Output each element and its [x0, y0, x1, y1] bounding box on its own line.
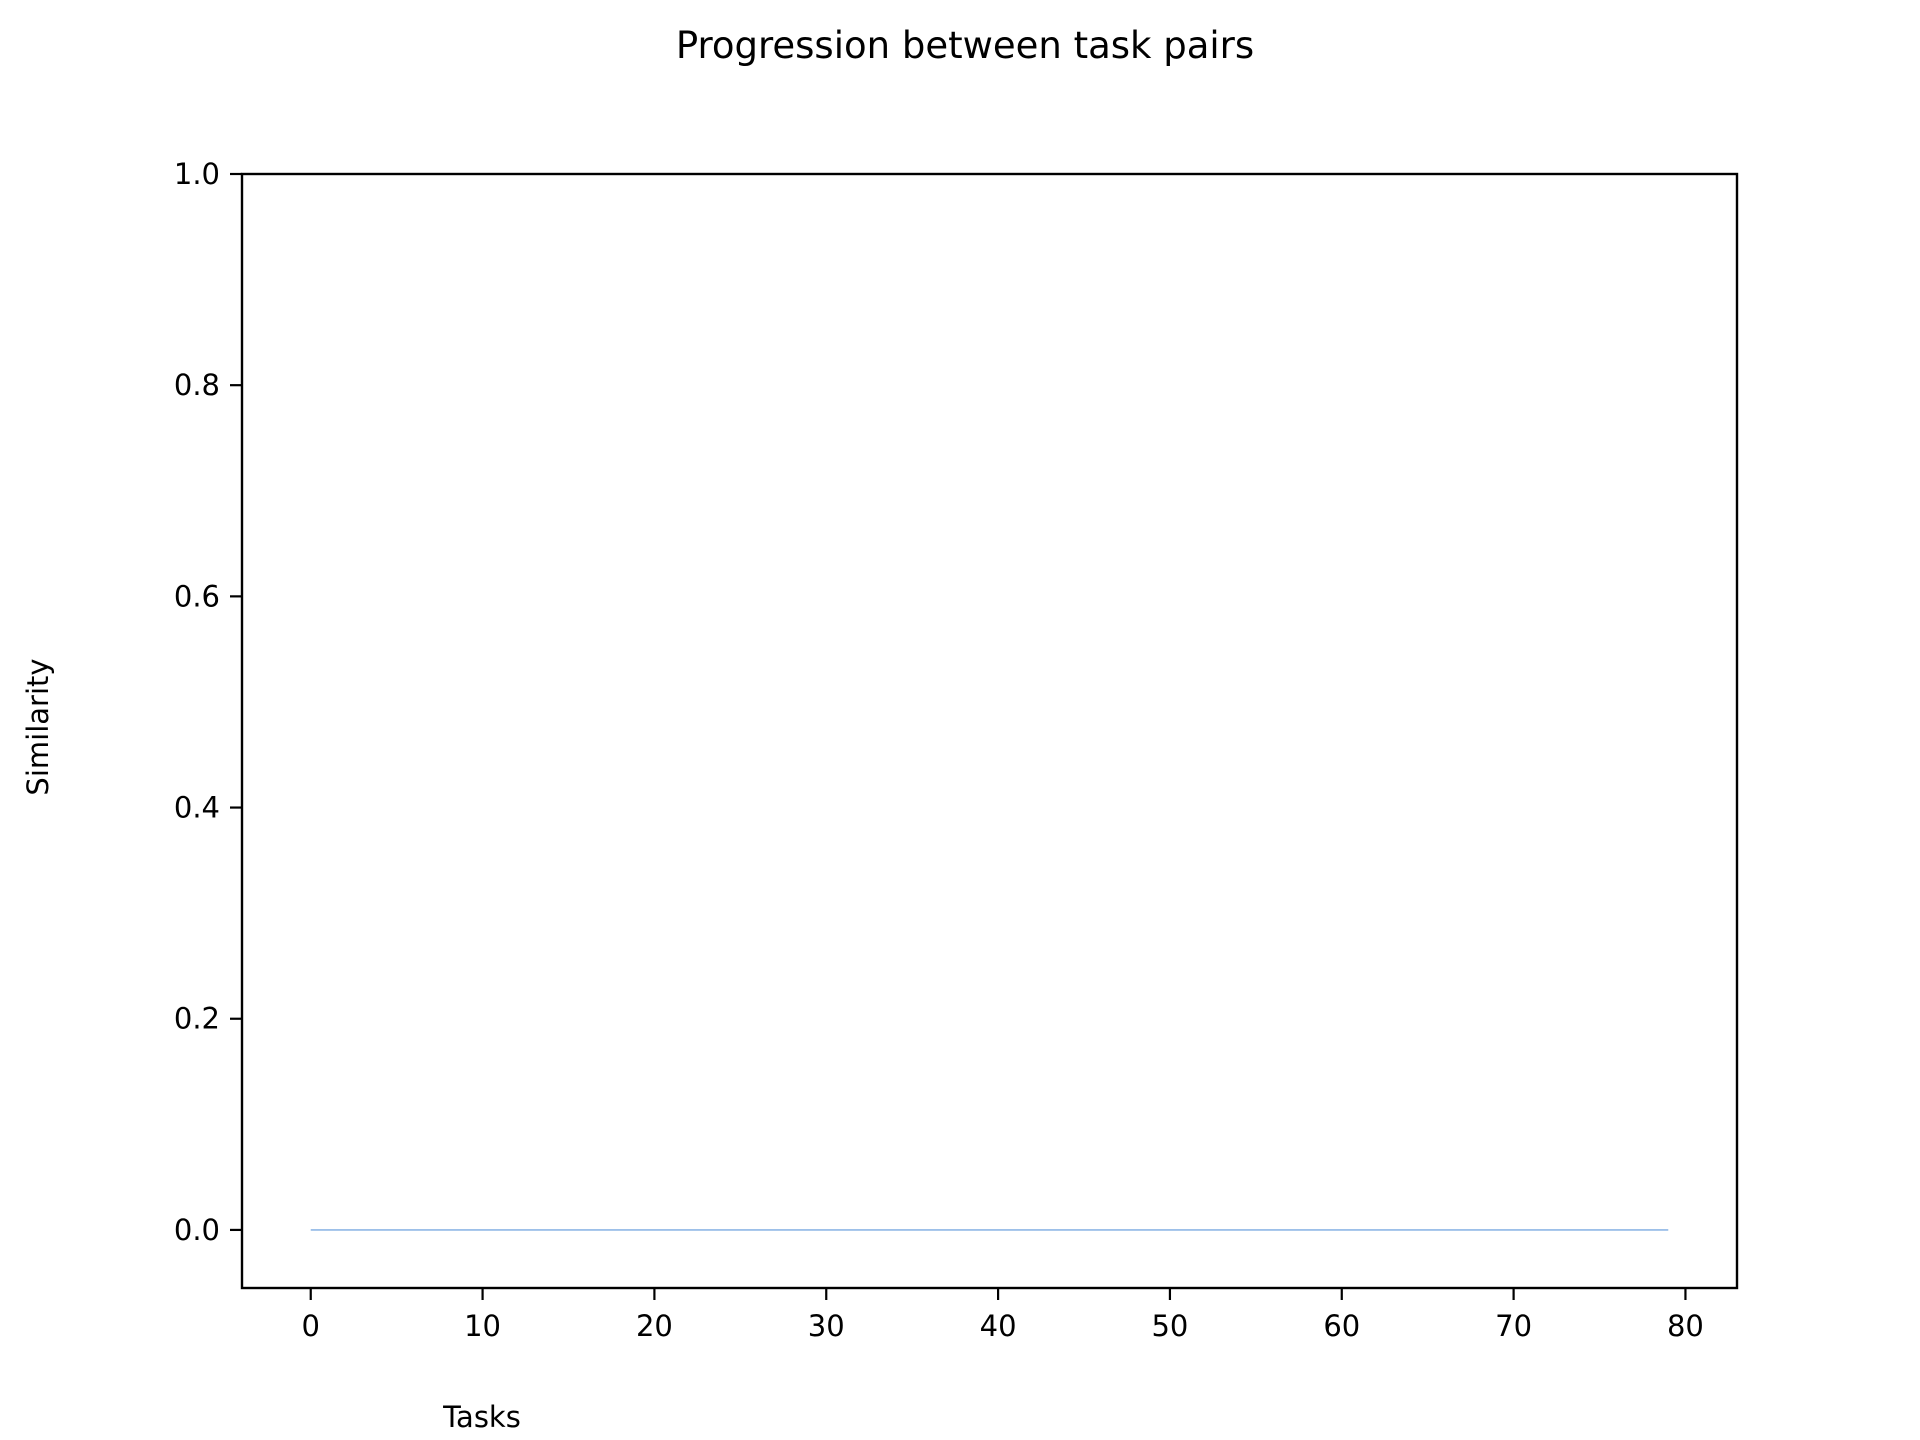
y-tick-label: 0.2: [174, 1002, 220, 1036]
plot-area: [240, 172, 1739, 1290]
y-tick-label: 0.8: [174, 368, 220, 402]
y-tick-label: 1.0: [174, 157, 220, 191]
y-axis-ticks: 0.0 0.2 0.4 0.6 0.8 1.0: [174, 157, 242, 1247]
x-tick-label: 20: [636, 1309, 673, 1343]
chart-title: Progression between task pairs: [676, 24, 1254, 67]
x-tick-label: 80: [1667, 1309, 1704, 1343]
x-tick-label: 40: [980, 1309, 1017, 1343]
x-tick-label: 0: [302, 1309, 320, 1343]
x-tick-label: 60: [1323, 1309, 1360, 1343]
y-axis-title: Similarity: [21, 658, 55, 795]
y-tick-label: 0.6: [174, 579, 220, 613]
x-tick-label: 70: [1495, 1309, 1532, 1343]
plot-frame: [240, 172, 1739, 1290]
x-axis-title: Tasks: [442, 1400, 521, 1434]
x-axis-ticks: 0 10 20 30 40 50 60 70 80: [302, 1288, 1704, 1343]
y-tick-label: 0.0: [174, 1213, 220, 1247]
x-tick-label: 50: [1151, 1309, 1188, 1343]
y-tick-label: 0.4: [174, 791, 220, 825]
x-tick-label: 30: [808, 1309, 845, 1343]
x-tick-label: 10: [464, 1309, 501, 1343]
